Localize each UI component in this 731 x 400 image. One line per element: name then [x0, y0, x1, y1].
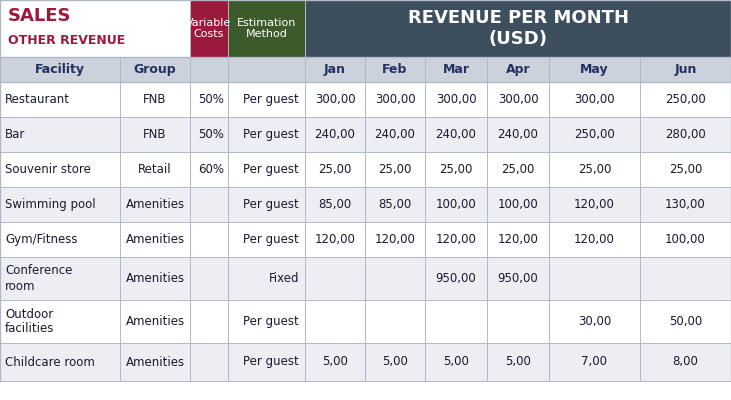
- Text: Souvenir store: Souvenir store: [5, 163, 91, 176]
- Text: FNB: FNB: [143, 93, 167, 106]
- Text: Per guest: Per guest: [243, 356, 299, 368]
- Bar: [0, 343, 731, 381]
- Text: Jun: Jun: [674, 63, 697, 76]
- Text: Jan: Jan: [324, 63, 346, 76]
- Bar: [305, 0, 731, 57]
- Text: 85,00: 85,00: [319, 198, 352, 211]
- Text: 5,00: 5,00: [505, 356, 531, 368]
- Bar: [0, 187, 731, 222]
- Text: Swimming pool: Swimming pool: [5, 198, 96, 211]
- Bar: [0, 82, 731, 117]
- Text: Conference
room: Conference room: [5, 264, 72, 292]
- Text: 100,00: 100,00: [665, 233, 706, 246]
- Bar: [0, 222, 731, 257]
- Text: 250,00: 250,00: [665, 93, 706, 106]
- Text: Outdoor
facilities: Outdoor facilities: [5, 308, 54, 336]
- Text: 25,00: 25,00: [379, 163, 412, 176]
- Text: May: May: [580, 63, 609, 76]
- Text: Estimation
Method: Estimation Method: [237, 18, 296, 39]
- Text: 120,00: 120,00: [574, 198, 615, 211]
- Text: REVENUE PER MONTH
(USD): REVENUE PER MONTH (USD): [407, 9, 629, 48]
- Text: 120,00: 120,00: [314, 233, 355, 246]
- Text: 30,00: 30,00: [578, 315, 611, 328]
- Text: 100,00: 100,00: [436, 198, 477, 211]
- Text: OTHER REVENUE: OTHER REVENUE: [8, 34, 125, 46]
- Text: Restaurant: Restaurant: [5, 93, 70, 106]
- Text: 85,00: 85,00: [379, 198, 412, 211]
- Bar: [190, 0, 228, 57]
- Text: 240,00: 240,00: [498, 128, 539, 141]
- Text: Per guest: Per guest: [243, 163, 299, 176]
- Text: Variable
Costs: Variable Costs: [186, 18, 232, 39]
- Text: 950,00: 950,00: [498, 272, 538, 285]
- Text: 120,00: 120,00: [374, 233, 415, 246]
- Text: Per guest: Per guest: [243, 315, 299, 328]
- Text: 7,00: 7,00: [581, 356, 607, 368]
- Bar: [0, 57, 731, 82]
- Bar: [228, 0, 305, 57]
- Text: 25,00: 25,00: [439, 163, 473, 176]
- Text: 300,00: 300,00: [436, 93, 477, 106]
- Text: 25,00: 25,00: [577, 163, 611, 176]
- Text: Apr: Apr: [506, 63, 530, 76]
- Text: Group: Group: [134, 63, 176, 76]
- Text: Mar: Mar: [442, 63, 469, 76]
- Text: Amenities: Amenities: [126, 315, 184, 328]
- Text: 300,00: 300,00: [314, 93, 355, 106]
- Bar: [0, 117, 731, 152]
- Text: 250,00: 250,00: [574, 128, 615, 141]
- Text: 5,00: 5,00: [443, 356, 469, 368]
- Text: 60%: 60%: [198, 163, 224, 176]
- Text: Childcare room: Childcare room: [5, 356, 95, 368]
- Bar: [0, 300, 731, 343]
- Text: 300,00: 300,00: [375, 93, 415, 106]
- Text: 120,00: 120,00: [436, 233, 477, 246]
- Text: Amenities: Amenities: [126, 272, 184, 285]
- Text: 300,00: 300,00: [574, 93, 615, 106]
- Text: Gym/Fitness: Gym/Fitness: [5, 233, 77, 246]
- Text: 8,00: 8,00: [673, 356, 698, 368]
- Text: 950,00: 950,00: [436, 272, 477, 285]
- Text: Feb: Feb: [382, 63, 408, 76]
- Text: Amenities: Amenities: [126, 356, 184, 368]
- Text: Per guest: Per guest: [243, 93, 299, 106]
- Text: SALES: SALES: [8, 7, 72, 25]
- Bar: [0, 257, 731, 300]
- Text: Per guest: Per guest: [243, 128, 299, 141]
- Text: Amenities: Amenities: [126, 198, 184, 211]
- Text: 130,00: 130,00: [665, 198, 706, 211]
- Text: 5,00: 5,00: [322, 356, 348, 368]
- Text: Bar: Bar: [5, 128, 26, 141]
- Bar: [0, 152, 731, 187]
- Text: 120,00: 120,00: [498, 233, 539, 246]
- Text: 25,00: 25,00: [669, 163, 702, 176]
- Text: 25,00: 25,00: [501, 163, 534, 176]
- Text: Fixed: Fixed: [268, 272, 299, 285]
- Text: 5,00: 5,00: [382, 356, 408, 368]
- Text: Per guest: Per guest: [243, 233, 299, 246]
- Text: 120,00: 120,00: [574, 233, 615, 246]
- Text: Per guest: Per guest: [243, 198, 299, 211]
- Text: 50,00: 50,00: [669, 315, 702, 328]
- Text: 25,00: 25,00: [318, 163, 352, 176]
- Text: FNB: FNB: [143, 128, 167, 141]
- Text: 240,00: 240,00: [436, 128, 477, 141]
- Text: 240,00: 240,00: [374, 128, 415, 141]
- Text: 100,00: 100,00: [498, 198, 538, 211]
- Text: 50%: 50%: [198, 93, 224, 106]
- Bar: [0, 0, 190, 57]
- Text: Retail: Retail: [138, 163, 172, 176]
- Text: 280,00: 280,00: [665, 128, 706, 141]
- Text: Amenities: Amenities: [126, 233, 184, 246]
- Text: 240,00: 240,00: [314, 128, 355, 141]
- Text: 50%: 50%: [198, 128, 224, 141]
- Text: Facility: Facility: [35, 63, 85, 76]
- Text: 300,00: 300,00: [498, 93, 538, 106]
